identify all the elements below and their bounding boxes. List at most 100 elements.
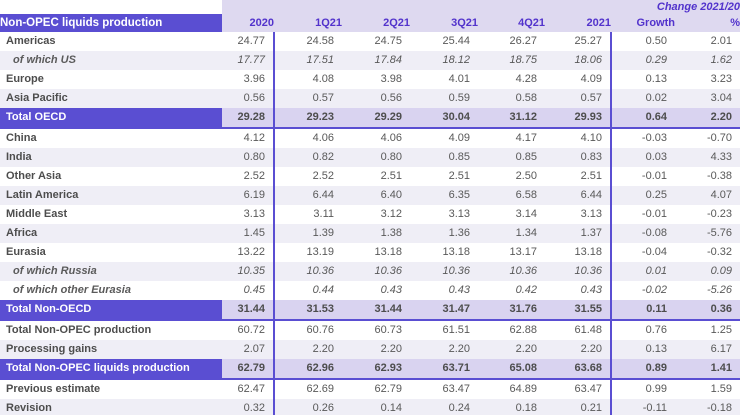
column-header-4q21: 4Q21 bbox=[478, 14, 545, 32]
row-label: China bbox=[0, 128, 222, 148]
value-cell: 60.72 bbox=[222, 320, 275, 340]
value-cell: 2.20 bbox=[675, 108, 740, 129]
value-cell: 24.75 bbox=[342, 32, 410, 51]
value-cell: 4.09 bbox=[545, 70, 612, 89]
value-cell: 0.13 bbox=[611, 340, 675, 359]
value-cell: 31.55 bbox=[545, 300, 612, 321]
top-left-spacer bbox=[0, 0, 222, 14]
column-header-1q21: 1Q21 bbox=[274, 14, 342, 32]
value-cell: 2.52 bbox=[222, 167, 275, 186]
row-label: Total Non-OPEC liquids production bbox=[0, 359, 222, 380]
value-cell: 62.79 bbox=[342, 379, 410, 399]
value-cell: 31.53 bbox=[274, 300, 342, 321]
value-cell: 0.76 bbox=[611, 320, 675, 340]
value-cell: 1.37 bbox=[545, 224, 612, 243]
value-cell: 0.80 bbox=[222, 148, 275, 167]
value-cell: 1.38 bbox=[342, 224, 410, 243]
value-cell: 4.08 bbox=[274, 70, 342, 89]
row-label: Americas bbox=[0, 32, 222, 51]
value-cell: 2.20 bbox=[478, 340, 545, 359]
value-cell: 1.36 bbox=[410, 224, 478, 243]
value-cell: -0.04 bbox=[611, 243, 675, 262]
value-cell: 10.35 bbox=[222, 262, 275, 281]
value-cell: 4.17 bbox=[478, 128, 545, 148]
value-cell: 30.04 bbox=[410, 108, 478, 129]
value-cell: 63.47 bbox=[545, 379, 612, 399]
value-cell: 62.88 bbox=[478, 320, 545, 340]
row-label: Eurasia bbox=[0, 243, 222, 262]
value-cell: 0.43 bbox=[545, 281, 612, 300]
value-cell: 2.52 bbox=[274, 167, 342, 186]
value-cell: -0.08 bbox=[611, 224, 675, 243]
value-cell: 0.83 bbox=[545, 148, 612, 167]
value-cell: 13.17 bbox=[478, 243, 545, 262]
value-cell: 17.77 bbox=[222, 51, 275, 70]
table-row: Total OECD 29.28 29.23 29.29 30.04 31.12 29.93… bbox=[0, 108, 740, 129]
table-row: Total Non-OPEC production 60.72 60.76 60.73… bbox=[0, 320, 740, 340]
value-cell: 0.56 bbox=[342, 89, 410, 108]
value-cell: 10.36 bbox=[410, 262, 478, 281]
value-cell: 3.23 bbox=[675, 70, 740, 89]
column-header-2021: 2021 bbox=[545, 14, 611, 32]
value-cell: 10.36 bbox=[478, 262, 545, 281]
table-body: Americas 24.77 24.58 24.75 25.44 26.27 25.27 0.… bbox=[0, 32, 740, 415]
value-cell: -0.32 bbox=[675, 243, 740, 262]
value-cell: 0.82 bbox=[274, 148, 342, 167]
value-cell: 0.89 bbox=[611, 359, 675, 380]
value-cell: 3.11 bbox=[274, 205, 342, 224]
value-cell: 6.35 bbox=[410, 186, 478, 205]
value-cell: 0.18 bbox=[478, 399, 545, 415]
value-cell: 2.50 bbox=[478, 167, 545, 186]
value-cell: 0.13 bbox=[611, 70, 675, 89]
table-row: Asia Pacific 0.56 0.57 0.56 0.59 0.58 0.57 0.02… bbox=[0, 89, 740, 108]
table-row: Americas 24.77 24.58 24.75 25.44 26.27 25.27 0.… bbox=[0, 32, 740, 51]
value-cell: 60.76 bbox=[274, 320, 342, 340]
value-cell: 3.98 bbox=[342, 70, 410, 89]
value-cell: 10.36 bbox=[342, 262, 410, 281]
table-row: of which other Eurasia 0.45 0.44 0.43 0.43 0.… bbox=[0, 281, 740, 300]
column-header-row: Non-OPEC liquids production 2020 1Q21 2Q21… bbox=[0, 14, 740, 32]
value-cell: 3.13 bbox=[410, 205, 478, 224]
value-cell: 0.50 bbox=[611, 32, 675, 51]
table-row: Europe 3.96 4.08 3.98 4.01 4.28 4.09 0.13 3.23 bbox=[0, 70, 740, 89]
value-cell: 13.18 bbox=[410, 243, 478, 262]
value-cell: 0.58 bbox=[478, 89, 545, 108]
value-cell: 13.22 bbox=[222, 243, 275, 262]
value-cell: 31.76 bbox=[478, 300, 545, 321]
table-row: Total Non-OECD 31.44 31.53 31.44 31.47 31.76 3… bbox=[0, 300, 740, 321]
value-cell: 31.44 bbox=[342, 300, 410, 321]
value-cell: 17.84 bbox=[342, 51, 410, 70]
row-label: Total Non-OPEC production bbox=[0, 320, 222, 340]
value-cell: -5.76 bbox=[675, 224, 740, 243]
value-cell: 1.41 bbox=[675, 359, 740, 380]
value-cell: 31.47 bbox=[410, 300, 478, 321]
row-label: Total Non-OECD bbox=[0, 300, 222, 321]
value-cell: 64.89 bbox=[478, 379, 545, 399]
row-label: Middle East bbox=[0, 205, 222, 224]
value-cell: 0.24 bbox=[410, 399, 478, 415]
table-row: of which US 17.77 17.51 17.84 18.12 18.75 18.0… bbox=[0, 51, 740, 70]
value-cell: 62.79 bbox=[222, 359, 275, 380]
row-label: Revision bbox=[0, 399, 222, 415]
value-cell: 0.14 bbox=[342, 399, 410, 415]
value-cell: 62.96 bbox=[274, 359, 342, 380]
value-cell: 18.12 bbox=[410, 51, 478, 70]
row-label: of which US bbox=[0, 51, 222, 70]
table-row: of which Russia 10.35 10.36 10.36 10.36 10.36… bbox=[0, 262, 740, 281]
value-cell: 0.45 bbox=[222, 281, 275, 300]
value-cell: 4.09 bbox=[410, 128, 478, 148]
column-header-2q21: 2Q21 bbox=[342, 14, 410, 32]
value-cell: 26.27 bbox=[478, 32, 545, 51]
value-cell: 17.51 bbox=[274, 51, 342, 70]
value-cell: -0.18 bbox=[675, 399, 740, 415]
value-cell: 1.45 bbox=[222, 224, 275, 243]
row-label: Latin America bbox=[0, 186, 222, 205]
value-cell: 10.36 bbox=[274, 262, 342, 281]
row-label: Asia Pacific bbox=[0, 89, 222, 108]
value-cell: 24.77 bbox=[222, 32, 275, 51]
row-label: India bbox=[0, 148, 222, 167]
value-cell: 0.43 bbox=[410, 281, 478, 300]
row-label: Processing gains bbox=[0, 340, 222, 359]
value-cell: 31.44 bbox=[222, 300, 275, 321]
